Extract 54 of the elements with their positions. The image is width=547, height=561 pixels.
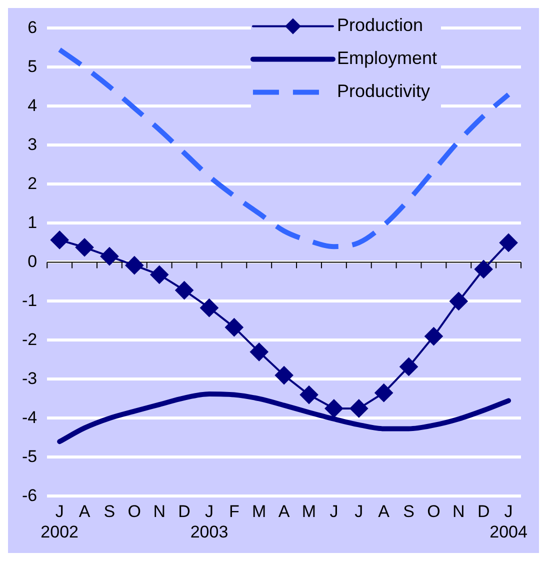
y-tick-label: 2 [28, 174, 38, 193]
x-tick-label: A [378, 502, 390, 522]
x-tick-label: A [278, 502, 290, 522]
point [200, 298, 218, 317]
y-tick-label: -6 [22, 486, 38, 505]
point [374, 384, 393, 402]
point [100, 247, 118, 266]
point [175, 281, 194, 300]
x-tick-label: J 2004 [490, 502, 528, 542]
point [50, 230, 69, 249]
y-tick-label: 5 [28, 56, 38, 76]
x-tick-label: N [452, 502, 465, 522]
y-tick-label: 0 [28, 252, 38, 271]
y-tick-label: -5 [22, 446, 38, 466]
x-tick-label: J [354, 502, 364, 522]
y-tick-label: 3 [28, 134, 38, 154]
y-tick-label: -3 [22, 368, 38, 388]
y-tick-label: 1 [28, 212, 38, 232]
x-tick-label: M [302, 502, 316, 522]
point [150, 266, 168, 284]
y-tick-label: -4 [22, 408, 38, 427]
x-tick-label: M [252, 502, 266, 522]
point [400, 358, 418, 376]
point [474, 260, 493, 278]
point [424, 327, 443, 346]
y-tick-label: -1 [22, 290, 38, 310]
legend-label: Productivity [336, 81, 430, 102]
x-tick-label: N [153, 502, 166, 522]
x-tick-label: S [403, 502, 414, 522]
x-tick-label: F [228, 502, 240, 522]
y-tick-label: 4 [28, 96, 38, 115]
point [300, 386, 318, 404]
point [324, 399, 343, 418]
point [450, 292, 468, 310]
x-tick-label: O [128, 502, 142, 522]
point [500, 234, 518, 252]
point [76, 238, 94, 256]
legend-label: Production [336, 15, 424, 36]
legend-label: Employment [336, 48, 438, 68]
x-tick-label: S [104, 502, 116, 522]
y-tick-label: -2 [22, 330, 38, 349]
point [275, 366, 294, 384]
x-tick-label: D [477, 502, 490, 522]
point [250, 342, 268, 361]
x-tick-label: A [78, 502, 91, 522]
point [350, 399, 368, 418]
point [225, 318, 244, 336]
x-tick-label: J 2002 [40, 502, 78, 542]
x-tick-label: D [178, 502, 190, 522]
x-tick-label: J 2003 [190, 502, 228, 542]
point [125, 256, 144, 274]
x-tick-label: J [330, 502, 338, 522]
x-tick-label: O [427, 502, 440, 522]
y-tick-label: 6 [28, 18, 38, 37]
